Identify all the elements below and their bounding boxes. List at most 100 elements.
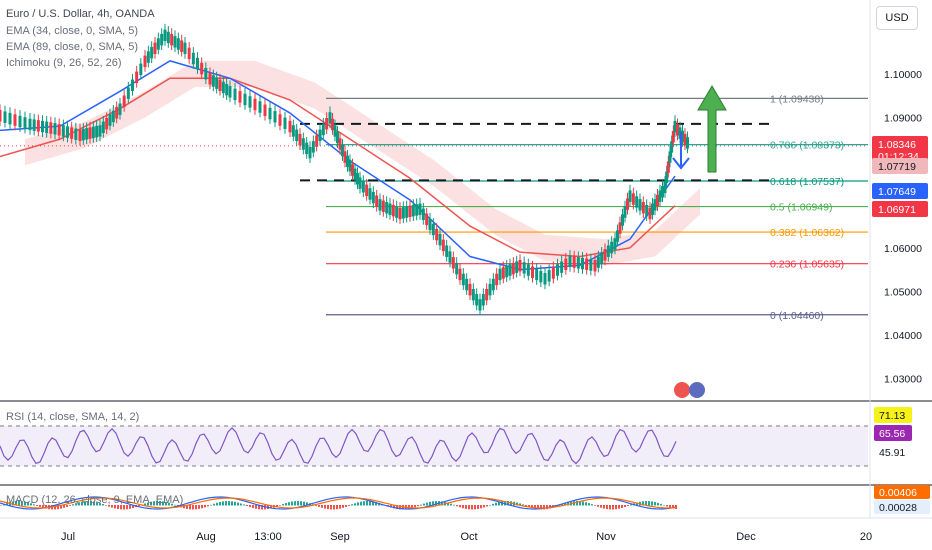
currency-button[interactable]: USD — [876, 6, 918, 30]
macd-histogram-bar — [306, 502, 308, 506]
macd-histogram-bar — [366, 501, 368, 506]
macd-histogram-bar — [114, 505, 116, 509]
macd-histogram-bar — [474, 505, 476, 510]
rsi-badge-value: 71.13 — [879, 410, 905, 422]
macd-histogram-bar — [132, 505, 134, 509]
candle-body — [187, 47, 191, 60]
macd-histogram-bar — [105, 505, 107, 506]
macd-histogram-bar — [231, 501, 233, 506]
candle-body — [531, 266, 534, 278]
macd-histogram-bar — [654, 502, 656, 506]
candle-body — [638, 199, 642, 211]
macd-histogram-bar — [282, 504, 284, 506]
candle-body — [631, 193, 635, 205]
candle-body — [435, 228, 439, 241]
time-tick-label: Aug — [196, 531, 216, 543]
candle-body — [108, 114, 112, 126]
candle-body — [91, 126, 95, 139]
fib-level-label: 0.382 (1.06362) — [770, 227, 844, 239]
candle-body — [683, 133, 687, 146]
macd-histogram-bar — [603, 505, 605, 509]
candle-body — [405, 206, 409, 218]
candle-body — [618, 222, 622, 234]
ichimoku-legend: Ichimoku (9, 26, 52, 26) — [6, 57, 122, 69]
candle-body — [535, 268, 539, 281]
macd-histogram-bar — [84, 501, 86, 506]
macd-histogram-bar — [429, 501, 431, 506]
candle-body — [18, 115, 22, 128]
price-badge-value: 1.07719 — [878, 161, 916, 173]
macd-histogram-bar — [324, 505, 326, 509]
candle-body — [425, 213, 429, 226]
ema89-legend: EMA (89, close, 0, SMA, 5) — [6, 41, 139, 53]
candle-body — [411, 204, 415, 217]
candle-body — [173, 36, 177, 48]
candle-body — [485, 288, 489, 301]
candle-body — [385, 202, 389, 214]
candle-body — [551, 267, 555, 279]
ichimoku-cloud — [25, 60, 700, 266]
macd-histogram-bar — [111, 505, 113, 508]
candle-body — [283, 117, 287, 130]
macd-histogram-bar — [150, 501, 152, 506]
candle-body — [305, 142, 309, 155]
candle-body — [606, 245, 610, 257]
macd-histogram-bar — [333, 505, 335, 510]
price-tick-label: 1.06000 — [884, 243, 922, 255]
macd-histogram-bar — [363, 501, 365, 506]
candle-body — [511, 262, 515, 275]
macd-histogram-bar — [243, 504, 245, 506]
rsi-badge-value: 65.56 — [879, 428, 905, 440]
macd-histogram-bar — [339, 505, 341, 509]
macd-histogram-bar — [624, 505, 626, 508]
candle-body — [361, 181, 365, 193]
macd-histogram-bar — [228, 501, 230, 506]
time-tick-label: Oct — [460, 531, 477, 543]
candle-body — [166, 31, 170, 44]
macd-histogram-bar — [630, 504, 632, 506]
rsi-badge — [874, 444, 912, 460]
candle-body — [505, 265, 509, 278]
macd-histogram-bar — [522, 504, 524, 506]
candle-body — [41, 120, 44, 133]
time-tick-label: Dec — [736, 531, 756, 543]
macd-histogram-bar — [525, 505, 527, 507]
candle-body — [653, 199, 657, 211]
time-tick-label: 13:00 — [254, 531, 282, 543]
price-tick-label: 1.04000 — [884, 330, 922, 342]
candle-body — [295, 129, 299, 141]
candle-body — [648, 207, 652, 220]
macd-histogram-bar — [495, 502, 497, 506]
macd-histogram-bar — [534, 505, 536, 509]
candle-body — [301, 138, 305, 150]
candle-body — [49, 122, 53, 134]
candle-body — [600, 252, 604, 265]
macd-histogram-bar — [414, 505, 416, 508]
down-arrow-icon — [672, 132, 690, 170]
candle-body — [150, 46, 154, 59]
candle-body — [3, 111, 7, 123]
candle-body — [585, 258, 589, 270]
candle-body — [596, 256, 600, 268]
macd-histogram-bar — [147, 502, 149, 506]
macd-histogram-bar — [30, 503, 32, 506]
macd-histogram-bar — [72, 504, 74, 506]
candle-body — [428, 218, 432, 231]
macd-histogram-bar — [420, 504, 422, 506]
candle-body — [336, 131, 339, 144]
macd-histogram-bar — [600, 505, 602, 508]
candle-body — [321, 123, 325, 136]
candle-body — [461, 273, 465, 286]
candle-body — [522, 262, 526, 274]
candle-body — [568, 255, 572, 268]
candle-body — [539, 270, 543, 283]
macd-histogram-bar — [540, 505, 542, 510]
macd-histogram-bar — [348, 505, 350, 506]
candle-body — [211, 75, 215, 87]
macd-histogram-bar — [201, 505, 203, 509]
macd-histogram-bar — [342, 505, 344, 508]
candle-body — [333, 125, 337, 137]
macd-badge — [874, 500, 930, 514]
candle-body — [196, 57, 199, 70]
